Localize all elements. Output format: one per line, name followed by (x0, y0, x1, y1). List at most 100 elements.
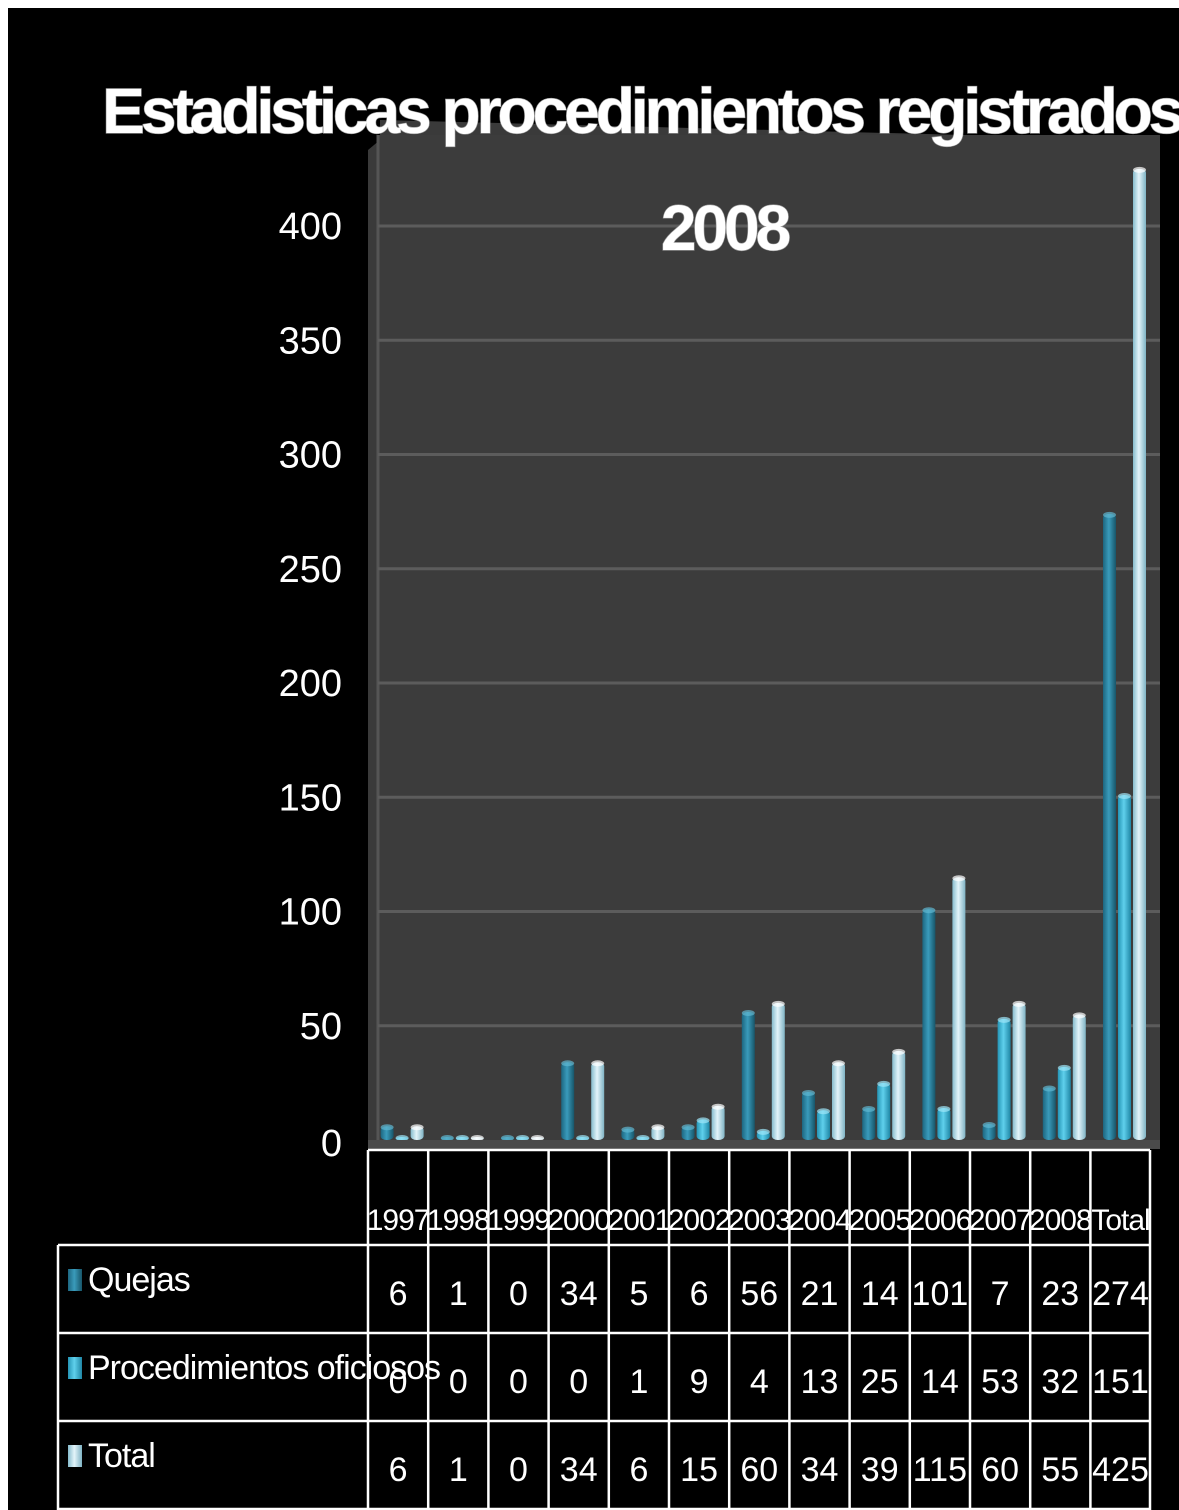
bar-cap (681, 1124, 695, 1131)
bar-quejas-2005 (862, 1108, 876, 1140)
table-cell: 5 (629, 1275, 648, 1313)
table-cell: 425 (1092, 1451, 1149, 1489)
bar-cap (817, 1108, 830, 1115)
top-border (0, 0, 1179, 8)
y-tick-label: 150 (279, 777, 342, 819)
bar-procedimientos-oficiosos-Total (1118, 794, 1131, 1140)
table-cell: 115 (913, 1451, 967, 1489)
table-cell: 0 (569, 1363, 588, 1401)
bar-cap (1103, 511, 1116, 518)
gridlines (378, 224, 1160, 1028)
y-tick-label: 300 (279, 435, 342, 477)
table-cell: 15 (680, 1451, 718, 1489)
table-column-header: 2007 (969, 1204, 1032, 1237)
bar-cap (1012, 1000, 1026, 1007)
table-column-header: 2000 (547, 1204, 610, 1237)
table-cell: 7 (991, 1275, 1010, 1313)
bar-cap (952, 875, 966, 882)
table-cell: 14 (861, 1275, 899, 1313)
bar-cap (501, 1135, 514, 1141)
y-tick-label: 100 (279, 892, 342, 934)
chart-title-line-1: Estadisticas procedimientos registrados … (102, 75, 1179, 147)
bar-total-2000 (591, 1062, 605, 1140)
table-cell: 13 (801, 1363, 839, 1401)
table-cell: 6 (629, 1451, 648, 1489)
table-cell: 25 (861, 1363, 899, 1401)
table-cell: 6 (389, 1275, 408, 1313)
table-column-header: 2005 (848, 1204, 911, 1237)
bar-cap (1042, 1085, 1056, 1092)
data-table: 1997199819992000200120022003200420052006… (56, 1148, 1152, 1510)
bar-total-2008 (1072, 1014, 1086, 1140)
table-cell: 0 (509, 1363, 528, 1401)
table-cell: 151 (1092, 1363, 1149, 1401)
bar-quejas-2007 (982, 1124, 996, 1140)
bar-cap (470, 1135, 484, 1141)
bar-cap (711, 1103, 725, 1110)
table-cell: 53 (981, 1363, 1019, 1401)
table-cell: 0 (389, 1363, 408, 1401)
table-cell: 14 (921, 1363, 959, 1401)
bar-cap (696, 1117, 710, 1124)
table-column-header: 1998 (427, 1204, 490, 1237)
bar-cap (832, 1060, 845, 1067)
table-cell: 6 (690, 1275, 709, 1313)
table-cell: 55 (1041, 1451, 1079, 1489)
table-cell: 34 (801, 1451, 839, 1489)
legend-key-quejas (68, 1269, 82, 1291)
table-column-header: 2004 (788, 1204, 851, 1237)
table-cell: 6 (389, 1451, 408, 1489)
y-tick-label: 350 (279, 320, 342, 362)
bars (380, 166, 1146, 1141)
table-cell: 9 (690, 1363, 709, 1401)
bar-total-Total (1133, 168, 1146, 1140)
table-row-label: Total (88, 1437, 155, 1475)
bar-total-2007 (1012, 1002, 1026, 1140)
bar-procedimientos-oficiosos-2006 (937, 1108, 951, 1140)
table-column-header: 2006 (909, 1204, 972, 1237)
y-tick-label: 200 (279, 663, 342, 705)
bar-cap (561, 1060, 575, 1067)
bar-cap (982, 1122, 996, 1129)
table-row-label: Procedimientos oficiosos (88, 1349, 440, 1387)
table-column-header: 2008 (1029, 1204, 1092, 1237)
bar-cap (576, 1135, 590, 1141)
bar-quejas-Total (1103, 513, 1116, 1140)
table-cell: 32 (1041, 1363, 1079, 1401)
bar-total-2006 (952, 877, 966, 1140)
bar-total-2005 (892, 1050, 906, 1140)
bar-quejas-2006 (922, 909, 936, 1140)
table-column-header: 1999 (487, 1204, 550, 1237)
bar-cap (877, 1080, 891, 1087)
bar-cap (922, 907, 936, 914)
y-tick-label: 250 (279, 549, 342, 591)
table-cell: 34 (560, 1275, 598, 1313)
bar-total-2004 (832, 1062, 845, 1140)
legend-key-total (68, 1445, 82, 1467)
bar-cap (410, 1124, 424, 1131)
bar-cap (1057, 1064, 1071, 1071)
table-cell: 34 (560, 1451, 598, 1489)
table-cell: 0 (449, 1363, 468, 1401)
bar-cap (1118, 792, 1131, 799)
bar-quejas-2004 (802, 1092, 815, 1140)
table-cell: 0 (509, 1451, 528, 1489)
chart-title-line-2: 2008 (661, 192, 790, 264)
table-cell: 1 (449, 1275, 468, 1313)
bar-cap (591, 1060, 605, 1067)
bar-cap (531, 1135, 544, 1141)
table-column-header: 2001 (608, 1204, 671, 1237)
bar-procedimientos-oficiosos-2007 (997, 1018, 1011, 1140)
bar-quejas-2008 (1042, 1087, 1056, 1140)
table-row-label: Quejas (88, 1261, 190, 1299)
plot-floor (368, 1140, 1160, 1149)
legend-key-procedimientos-oficiosos (68, 1357, 82, 1379)
bar-total-2003 (771, 1002, 785, 1140)
bar-cap (802, 1090, 815, 1097)
bar-cap (741, 1010, 755, 1017)
bar-cap (937, 1106, 951, 1113)
table-cell: 1 (629, 1363, 648, 1401)
table-cell: 23 (1041, 1275, 1079, 1313)
table-cell: 274 (1092, 1275, 1149, 1313)
bar-cap (440, 1135, 454, 1141)
